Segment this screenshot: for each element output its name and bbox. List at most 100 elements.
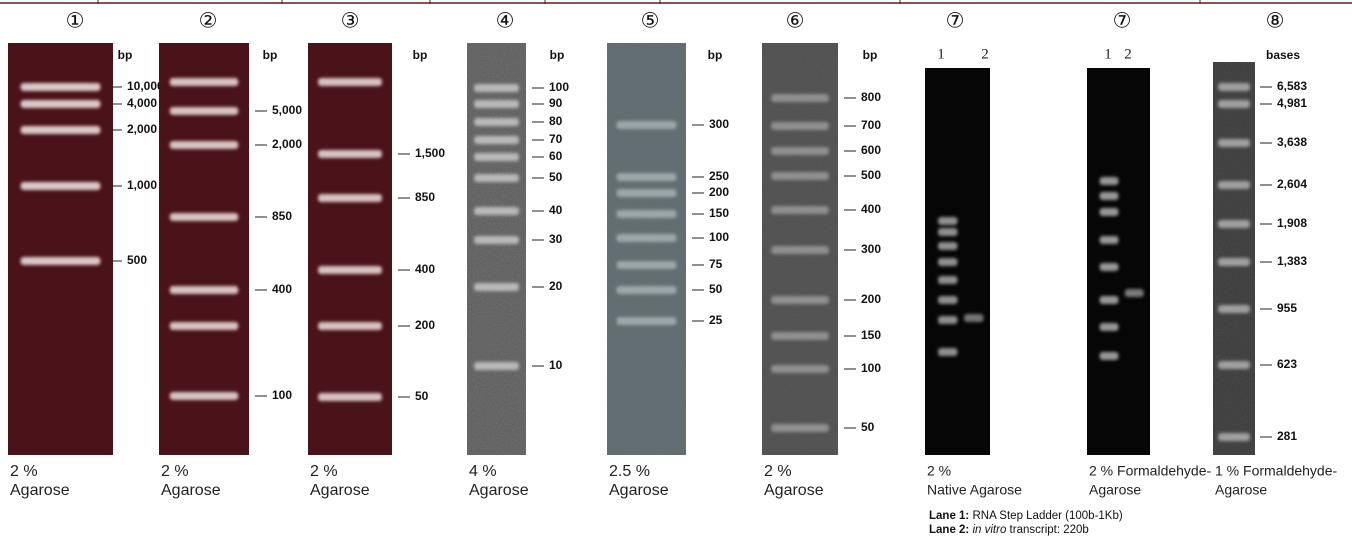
gel-band bbox=[771, 172, 829, 180]
gel-band bbox=[474, 207, 519, 215]
marker-label: 600 bbox=[861, 143, 881, 157]
marker-label: 60 bbox=[549, 149, 563, 163]
marker-label: 3,638 bbox=[1277, 135, 1307, 149]
gel-band bbox=[1218, 181, 1250, 189]
gel-band bbox=[1218, 100, 1250, 108]
caption: 2 % bbox=[310, 463, 338, 480]
gel-band bbox=[771, 296, 829, 304]
panel-number: ④ bbox=[496, 10, 515, 33]
gel-band bbox=[1100, 296, 1119, 304]
gel-band bbox=[771, 94, 829, 102]
gel-band bbox=[616, 261, 676, 269]
lane-note: Lane 2: in vitro transcript: 220b bbox=[929, 524, 1089, 536]
marker-label: 2,000 bbox=[272, 137, 302, 151]
gel-band bbox=[1100, 323, 1119, 331]
marker-label: 1,908 bbox=[1277, 216, 1307, 230]
marker-label: 20 bbox=[549, 279, 563, 293]
gel-band bbox=[938, 296, 958, 304]
lane-label: 1 bbox=[1104, 46, 1112, 62]
gel-band bbox=[318, 266, 382, 274]
gel-panel: ①bp10,0004,0002,0001,0005002 %Agarose bbox=[8, 10, 164, 500]
gel-band bbox=[170, 392, 238, 400]
caption: Agarose bbox=[10, 482, 70, 499]
gel-band bbox=[771, 365, 829, 373]
gel-band bbox=[938, 258, 958, 266]
marker-label: 200 bbox=[709, 185, 729, 199]
gel-band bbox=[318, 194, 382, 202]
marker-label: 100 bbox=[272, 388, 292, 402]
gel-band bbox=[938, 217, 958, 225]
marker-label: 4,981 bbox=[1277, 96, 1307, 110]
panel-number: ② bbox=[199, 10, 218, 33]
unit-label: bp bbox=[550, 48, 565, 62]
gel-band bbox=[318, 322, 382, 330]
marker-label: 400 bbox=[272, 282, 292, 296]
gel-band bbox=[21, 100, 101, 108]
gel-band bbox=[616, 189, 676, 197]
unit-label: bp bbox=[413, 48, 428, 62]
panel-number: ⑥ bbox=[786, 10, 805, 33]
gel-band bbox=[1100, 208, 1119, 216]
gel-band bbox=[474, 84, 519, 92]
caption: 1 % Formaldehyde- bbox=[1215, 463, 1338, 479]
note-part: transcript: 220b bbox=[1010, 524, 1089, 536]
marker-label: 75 bbox=[709, 257, 723, 271]
panel-number: ⑦ bbox=[1113, 10, 1132, 33]
unit-label: bp bbox=[863, 48, 878, 62]
marker-label: 50 bbox=[415, 389, 429, 403]
gel-band bbox=[616, 173, 676, 181]
unit-label: bases bbox=[1266, 48, 1300, 62]
gel-band bbox=[616, 210, 676, 218]
note-part: Lane 2: bbox=[929, 524, 969, 536]
gel-band bbox=[21, 182, 101, 190]
gel-band bbox=[771, 246, 829, 254]
marker-label: 400 bbox=[415, 262, 435, 276]
gel-band bbox=[170, 141, 238, 149]
marker-label: 2,604 bbox=[1277, 177, 1307, 191]
marker-label: 250 bbox=[709, 169, 729, 183]
marker-label: 850 bbox=[272, 209, 292, 223]
caption: 2 % bbox=[10, 463, 38, 480]
panel-number: ⑦ bbox=[946, 10, 965, 33]
panel-number: ⑤ bbox=[641, 10, 660, 33]
panel-number: ⑧ bbox=[1266, 10, 1285, 33]
marker-label: 80 bbox=[549, 114, 563, 128]
marker-label: 500 bbox=[127, 253, 147, 267]
caption: 2 % bbox=[927, 463, 951, 479]
gel-band bbox=[318, 78, 382, 86]
marker-label: 500 bbox=[861, 168, 881, 182]
gel-band bbox=[170, 322, 238, 330]
marker-label: 400 bbox=[861, 202, 881, 216]
gel-band bbox=[938, 316, 958, 324]
marker-label: 6,583 bbox=[1277, 79, 1307, 93]
caption: 4 % bbox=[469, 463, 497, 480]
marker-label: 50 bbox=[549, 170, 563, 184]
marker-label: 955 bbox=[1277, 301, 1297, 315]
gel-figure: ①bp10,0004,0002,0001,0005002 %Agarose②bp… bbox=[0, 0, 1352, 543]
gel-band bbox=[474, 236, 519, 244]
gel-band bbox=[1100, 192, 1119, 200]
caption: Agarose bbox=[161, 482, 221, 499]
gel-band bbox=[771, 332, 829, 340]
marker-label: 100 bbox=[709, 230, 729, 244]
gel-band bbox=[21, 83, 101, 91]
panel-number: ③ bbox=[341, 10, 360, 33]
gel-band bbox=[1100, 263, 1119, 271]
gel-band bbox=[616, 286, 676, 294]
marker-label: 50 bbox=[709, 282, 723, 296]
gel-band bbox=[938, 276, 958, 284]
gel-band bbox=[616, 121, 676, 129]
marker-label: 150 bbox=[709, 206, 729, 220]
unit-label: bp bbox=[263, 48, 278, 62]
note-part: RNA Step Ladder (100b-1Kb) bbox=[972, 510, 1122, 522]
gel-band bbox=[170, 213, 238, 221]
marker-label: 25 bbox=[709, 313, 723, 327]
marker-label: 4,000 bbox=[127, 96, 157, 110]
gel-band bbox=[318, 150, 382, 158]
gel-band bbox=[170, 78, 238, 86]
marker-label: 50 bbox=[861, 420, 875, 434]
gel-band bbox=[1218, 139, 1250, 147]
